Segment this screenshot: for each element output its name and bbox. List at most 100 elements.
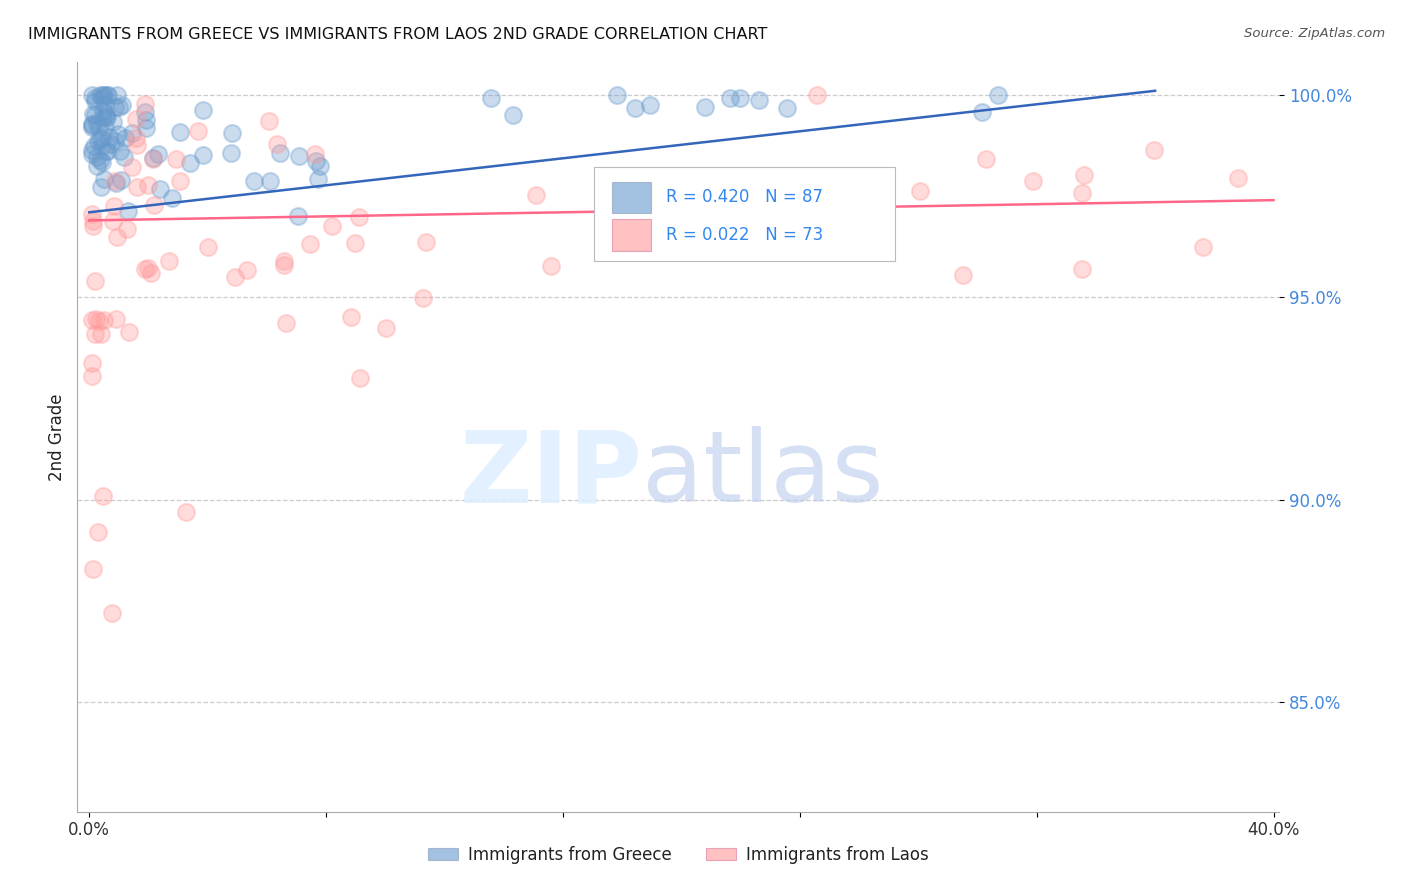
Point <box>135 113 157 128</box>
Point <box>134 261 156 276</box>
Point <box>806 87 828 102</box>
Point <box>115 222 138 236</box>
Point <box>187 124 209 138</box>
Point <box>1071 261 1094 276</box>
Point <box>104 312 127 326</box>
Point <box>624 101 647 115</box>
Point <box>1073 168 1095 182</box>
Point <box>91 131 114 145</box>
Point <box>125 112 148 126</box>
Point <box>90 180 112 194</box>
Point <box>89 121 111 136</box>
Point <box>221 126 243 140</box>
Text: R = 0.022   N = 73: R = 0.022 N = 73 <box>666 226 824 244</box>
Point <box>104 134 127 148</box>
Point <box>84 327 107 342</box>
Point <box>84 312 107 326</box>
Point <box>176 505 198 519</box>
Point <box>82 206 104 220</box>
Point <box>101 607 124 621</box>
Point <box>908 184 931 198</box>
Point <box>1143 143 1166 157</box>
Point <box>127 138 149 153</box>
Point <box>304 147 326 161</box>
Point <box>83 91 105 105</box>
Point <box>118 326 141 340</box>
Point <box>83 95 105 109</box>
Point <box>96 87 118 102</box>
Point <box>96 110 118 124</box>
Point <box>82 147 104 161</box>
Point <box>197 240 219 254</box>
Point <box>169 174 191 188</box>
Point <box>606 87 628 102</box>
Text: IMMIGRANTS FROM GREECE VS IMMIGRANTS FROM LAOS 2ND GRADE CORRELATION CHART: IMMIGRANTS FROM GREECE VS IMMIGRANTS FRO… <box>28 27 768 42</box>
Point <box>321 219 343 233</box>
Point <box>257 113 280 128</box>
Point <box>89 153 111 168</box>
Point <box>307 171 329 186</box>
Point <box>96 144 118 158</box>
Bar <box>612 182 651 213</box>
Point <box>479 90 502 104</box>
Point <box>142 151 165 165</box>
Bar <box>612 219 651 251</box>
Point <box>273 258 295 272</box>
Point <box>340 310 363 325</box>
Point <box>1192 240 1215 254</box>
Point <box>134 104 156 119</box>
Point <box>82 117 104 131</box>
Point <box>114 131 136 145</box>
Point <box>94 120 117 134</box>
Point <box>415 235 437 249</box>
Point <box>86 159 108 173</box>
Point <box>84 108 107 122</box>
Point <box>276 317 298 331</box>
Point <box>242 174 264 188</box>
Point <box>82 106 104 120</box>
Point <box>127 180 149 194</box>
Point <box>135 120 157 135</box>
Point <box>169 125 191 139</box>
Point <box>87 134 110 148</box>
Point <box>349 211 371 225</box>
Point <box>748 93 770 107</box>
Point <box>94 106 117 120</box>
Point <box>93 172 115 186</box>
Point <box>273 254 295 268</box>
Point <box>101 115 124 129</box>
Point <box>91 489 114 503</box>
Point <box>104 174 127 188</box>
Point <box>101 214 124 228</box>
Point <box>82 369 104 384</box>
Point <box>87 314 110 328</box>
Point <box>1022 174 1045 188</box>
Text: atlas: atlas <box>643 426 884 523</box>
Point <box>269 146 291 161</box>
Point <box>86 116 108 130</box>
Point <box>82 120 104 134</box>
Point <box>107 127 129 141</box>
Point <box>105 176 128 190</box>
Point <box>89 87 111 102</box>
Point <box>103 100 125 114</box>
Point <box>108 144 131 158</box>
Point <box>136 260 159 275</box>
Point <box>136 178 159 192</box>
Text: ZIP: ZIP <box>460 426 643 523</box>
Point <box>84 274 107 288</box>
Y-axis label: 2nd Grade: 2nd Grade <box>48 393 66 481</box>
Point <box>287 210 309 224</box>
Point <box>82 313 104 327</box>
Point <box>96 145 118 159</box>
Point <box>110 173 132 187</box>
Point <box>82 87 104 102</box>
Point <box>718 91 741 105</box>
Point <box>82 562 104 576</box>
Point <box>693 100 716 114</box>
Point <box>91 110 114 124</box>
Point <box>82 219 104 233</box>
Point <box>288 149 311 163</box>
Point <box>90 326 112 341</box>
Legend: Immigrants from Greece, Immigrants from Laos: Immigrants from Greece, Immigrants from … <box>422 839 935 871</box>
